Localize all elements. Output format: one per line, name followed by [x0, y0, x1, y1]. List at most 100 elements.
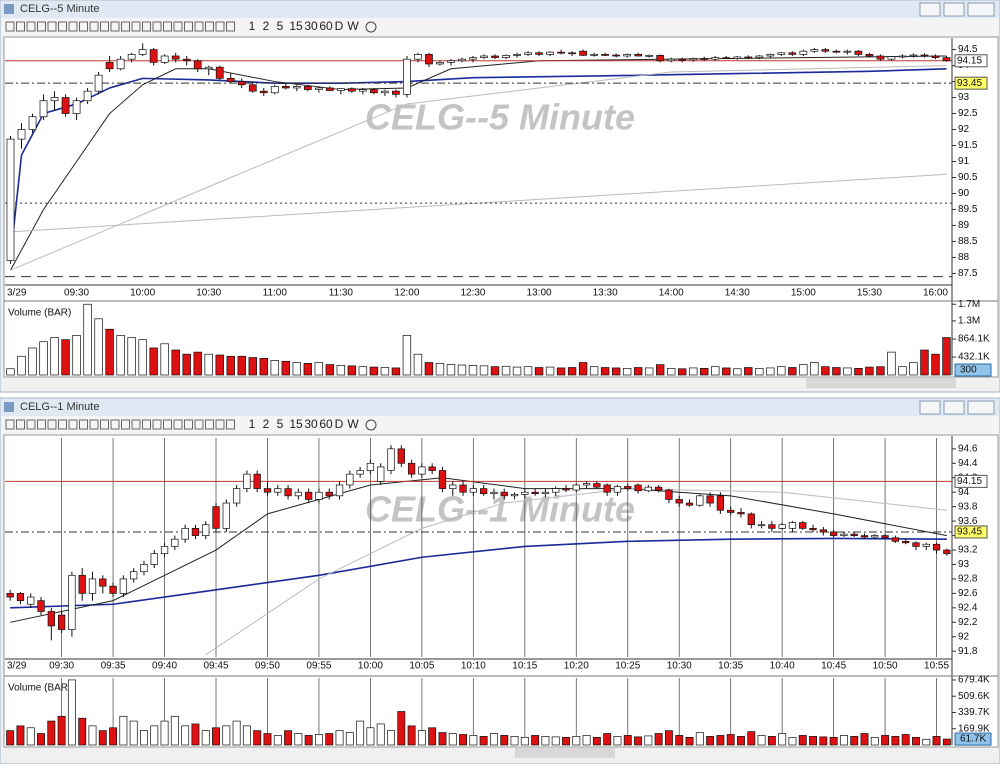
toolbar-icon[interactable] [173, 419, 183, 430]
toolbar-icon[interactable] [184, 419, 193, 430]
toolbar-icon[interactable] [68, 419, 78, 430]
toolbar-icon[interactable] [226, 419, 235, 430]
toolbar-icon[interactable] [173, 21, 183, 32]
toolbar-icon[interactable] [163, 419, 172, 430]
toolbar-icon[interactable] [5, 21, 15, 32]
volume-bar [512, 366, 522, 376]
minimize-button[interactable] [919, 2, 941, 17]
toolbar-icon[interactable] [58, 419, 67, 430]
scrollbar[interactable] [515, 748, 615, 758]
candle-body [407, 462, 416, 475]
volume-bar [901, 734, 910, 746]
interval-button[interactable]: 1 [249, 417, 256, 431]
toolbar-icon[interactable] [226, 21, 235, 32]
toolbar-icon[interactable] [215, 21, 225, 32]
toolbar-icon[interactable] [26, 21, 36, 32]
volume-bar [733, 368, 742, 376]
toolbar-icon[interactable] [163, 21, 172, 32]
toolbar-icon[interactable] [100, 419, 109, 430]
volume-bar [380, 367, 390, 376]
interval-button[interactable]: 1 [249, 19, 256, 33]
toolbar-icon[interactable] [100, 21, 109, 32]
interval-button[interactable]: 60 [319, 19, 333, 33]
candle-body [303, 86, 312, 90]
x-tick-label: 10:05 [409, 661, 434, 672]
toolbar-icon[interactable] [184, 21, 193, 32]
candle-body [116, 58, 125, 70]
toolbar-icon[interactable] [58, 21, 67, 32]
interval-button[interactable]: W [347, 19, 359, 33]
scrollbar[interactable] [806, 378, 956, 388]
volume-bar [171, 349, 180, 376]
toolbar-icon[interactable] [215, 419, 225, 430]
toolbar-icon[interactable] [142, 419, 151, 430]
candle-body [510, 494, 519, 497]
volume-bar [170, 715, 179, 746]
volume-bar [417, 730, 426, 746]
interval-button[interactable]: W [347, 417, 359, 431]
interval-button[interactable]: 2 [263, 417, 270, 431]
volume-bar [832, 367, 841, 376]
toolbar-icon[interactable] [131, 21, 141, 32]
maximize-button[interactable] [943, 2, 965, 17]
interval-button[interactable]: 5 [277, 417, 284, 431]
toolbar-icon[interactable] [47, 419, 57, 430]
toolbar-icon[interactable] [365, 419, 377, 431]
close-button[interactable] [967, 2, 995, 17]
candle-body [226, 78, 235, 82]
toolbar-icon[interactable] [89, 21, 99, 32]
interval-button[interactable]: 60 [319, 417, 333, 431]
toolbar-icon[interactable] [152, 21, 162, 32]
toolbar-icon[interactable] [5, 419, 15, 430]
candle-body [436, 62, 444, 65]
toolbar-icon[interactable] [194, 419, 204, 430]
interval-button[interactable]: D [335, 417, 344, 431]
volume-bar [149, 347, 158, 376]
toolbar-icon[interactable] [26, 419, 36, 430]
interval-button[interactable]: 2 [263, 19, 270, 33]
candle-body [727, 509, 735, 513]
toolbar-icon[interactable] [205, 21, 214, 32]
interval-button[interactable]: 5 [277, 19, 284, 33]
toolbar-icon[interactable] [47, 21, 57, 32]
toolbar-icon[interactable] [16, 419, 25, 430]
candle-body [568, 52, 576, 55]
interval-button[interactable]: D [335, 19, 344, 33]
toolbar-icon[interactable] [142, 21, 151, 32]
toolbar-icon[interactable] [365, 21, 377, 33]
toolbar-icon[interactable] [37, 419, 46, 430]
toolbar-icon[interactable] [110, 21, 120, 32]
toolbar-icon[interactable] [194, 21, 204, 32]
toolbar-icon[interactable] [16, 21, 25, 32]
candle-body [325, 87, 334, 91]
toolbar-icon[interactable] [37, 21, 46, 32]
interval-button[interactable]: 30 [304, 417, 318, 431]
toolbar-icon[interactable] [205, 419, 214, 430]
toolbar-icon[interactable] [79, 21, 88, 32]
toolbar-icon[interactable] [152, 419, 162, 430]
toolbar-icon[interactable] [121, 419, 130, 430]
candle-body [248, 84, 257, 92]
candle-body [562, 488, 570, 491]
volume-bar [678, 368, 687, 376]
interval-button[interactable]: 15 [289, 19, 303, 33]
interval-button[interactable]: 30 [304, 19, 318, 33]
volume-bar [912, 736, 920, 746]
candle-body [16, 593, 25, 601]
maximize-button[interactable] [943, 400, 965, 415]
candle-body [222, 502, 230, 529]
interval-button[interactable]: 15 [289, 417, 303, 431]
toolbar-icon[interactable] [68, 21, 78, 32]
volume-bar [369, 366, 379, 376]
toolbar-icon[interactable] [79, 419, 88, 430]
toolbar-icon[interactable] [121, 21, 130, 32]
candle-body [458, 58, 466, 62]
close-button[interactable] [967, 400, 995, 415]
toolbar-icon[interactable] [110, 419, 120, 430]
candle-body [469, 488, 477, 493]
volume-bar [675, 735, 684, 746]
minimize-button[interactable] [919, 400, 941, 415]
x-tick-label: 09:45 [204, 661, 229, 672]
toolbar-icon[interactable] [131, 419, 141, 430]
toolbar-icon[interactable] [89, 419, 99, 430]
